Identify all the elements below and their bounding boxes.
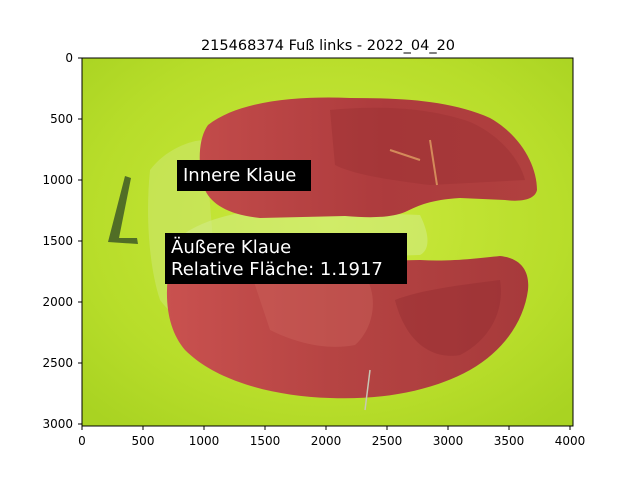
plot-title: 215468374 Fuß links - 2022_04_20	[201, 38, 455, 54]
x-tick-label: 4000	[555, 434, 586, 448]
x-tick-label: 1500	[250, 434, 281, 448]
photo-of-hoof-sole	[82, 58, 573, 426]
y-tick-label: 1000	[42, 173, 73, 187]
y-tick-label: 2500	[42, 356, 73, 370]
y-tick-label: 2000	[42, 295, 73, 309]
outer-claw-label: Äußere Klaue Relative Fläche: 1.1917	[165, 233, 407, 284]
y-axis: 0 500 1000 1500 2000 2500 3000	[42, 51, 82, 431]
outer-claw-label-title: Äußere Klaue	[171, 237, 291, 258]
y-tick-label: 500	[50, 112, 73, 126]
x-axis: 0 500 1000 1500 2000 2500 3000 3500 4000	[78, 426, 585, 448]
y-tick-label: 1500	[42, 234, 73, 248]
y-tick-label: 3000	[42, 417, 73, 431]
outer-claw-region	[166, 256, 529, 399]
x-tick-label: 500	[132, 434, 155, 448]
x-tick-label: 2000	[311, 434, 342, 448]
x-tick-label: 3000	[433, 434, 464, 448]
x-tick-label: 3500	[494, 434, 525, 448]
inner-claw-label-text: Innere Klaue	[183, 165, 296, 186]
outer-claw-relative-area: Relative Fläche: 1.1917	[171, 259, 383, 280]
axes-frame	[81, 57, 574, 427]
x-tick-label: 2500	[372, 434, 403, 448]
x-tick-label: 1000	[189, 434, 220, 448]
inner-claw-label: Innere Klaue	[177, 160, 311, 191]
y-tick-label: 0	[65, 51, 73, 65]
x-tick-label: 0	[78, 434, 86, 448]
